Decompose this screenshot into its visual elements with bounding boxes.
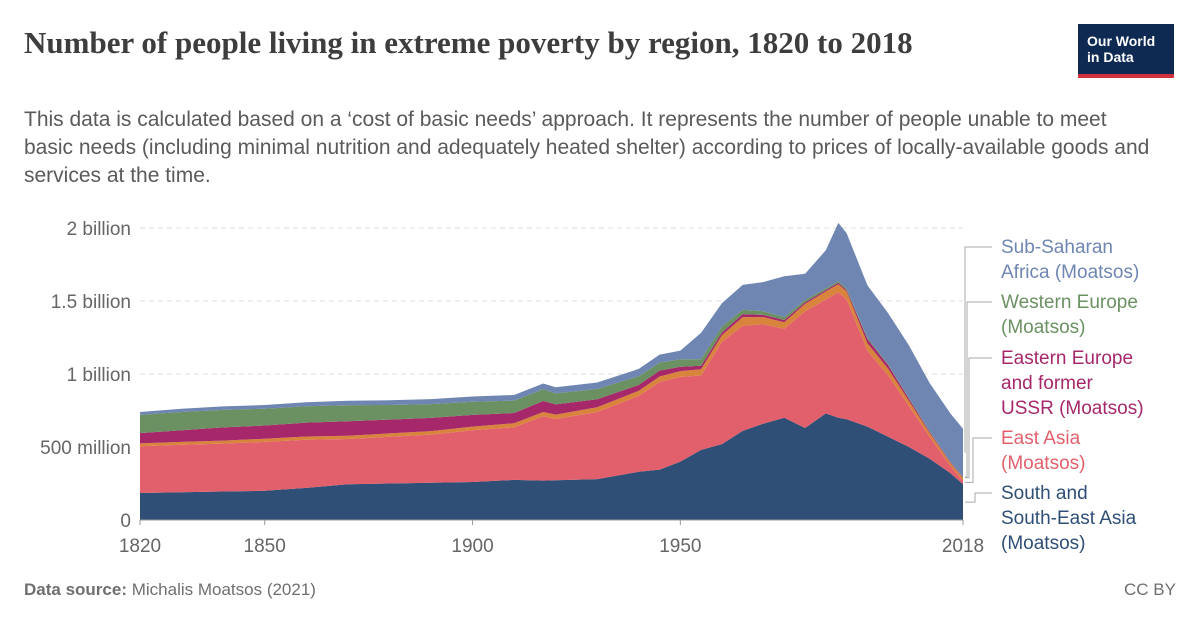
- y-tick-label: 1 billion: [67, 365, 131, 386]
- license-label[interactable]: CC BY: [1124, 580, 1176, 599]
- legend-connector: [965, 492, 992, 503]
- y-axis-ticks: 0 500 million 1 billion 1.5 billion 2 billio…: [40, 219, 131, 532]
- x-tick-label: 1820: [119, 536, 161, 557]
- logo-line-2: in Data: [1087, 49, 1134, 65]
- area-5: [140, 222, 963, 477]
- legend-connector: [964, 246, 992, 453]
- chart-subtitle: This data is calculated based on a ‘cost…: [24, 108, 1150, 187]
- legend-label: USSR (Moatsos): [1001, 398, 1144, 419]
- legend-label: East Asia: [1001, 428, 1081, 449]
- legend-label: Africa (Moatsos): [1001, 262, 1139, 283]
- data-source: Data source: Michalis Moatsos (2021): [24, 580, 316, 600]
- x-axis: 1820 1850 1900 1950 2018: [119, 519, 984, 557]
- legend-label: Sub-Saharan: [1001, 237, 1113, 258]
- area-0: [140, 413, 963, 520]
- data-source-text: Michalis Moatsos (2021): [131, 580, 316, 599]
- y-tick-label: 500 million: [40, 438, 131, 459]
- area-3: [140, 282, 963, 478]
- legend-label: South and: [1001, 483, 1088, 504]
- legend-label: (Moatsos): [1001, 317, 1085, 338]
- legend-label: Western Europe: [1001, 292, 1138, 313]
- legend-label: and former: [1001, 373, 1094, 394]
- legend-label: (Moatsos): [1001, 453, 1085, 474]
- legend: Sub-Saharan Africa (Moatsos) Western Europ…: [964, 237, 1144, 554]
- chart-title: Number of people living in extreme pover…: [24, 25, 913, 60]
- legend-connector: [965, 437, 992, 483]
- y-tick-label: 0: [120, 511, 131, 532]
- legend-connector: [965, 301, 992, 478]
- area-series: [140, 222, 963, 520]
- legend-connector: [965, 357, 992, 479]
- y-tick-label: 2 billion: [67, 219, 131, 240]
- x-tick-label: 1900: [451, 536, 493, 557]
- y-tick-label: 1.5 billion: [51, 292, 131, 313]
- legend-label: (Moatsos): [1001, 533, 1085, 554]
- x-tick-label: 1850: [244, 536, 286, 557]
- legend-label: South-East Asia: [1001, 508, 1137, 529]
- x-tick-label: 2018: [942, 536, 984, 557]
- x-tick-label: 1950: [659, 536, 701, 557]
- logo-line-1: Our World: [1087, 33, 1156, 49]
- area-1: [140, 292, 963, 493]
- data-source-label: Data source:: [24, 580, 127, 599]
- legend-label: Eastern Europe: [1001, 348, 1133, 369]
- owid-logo[interactable]: Our World in Data: [1078, 24, 1174, 78]
